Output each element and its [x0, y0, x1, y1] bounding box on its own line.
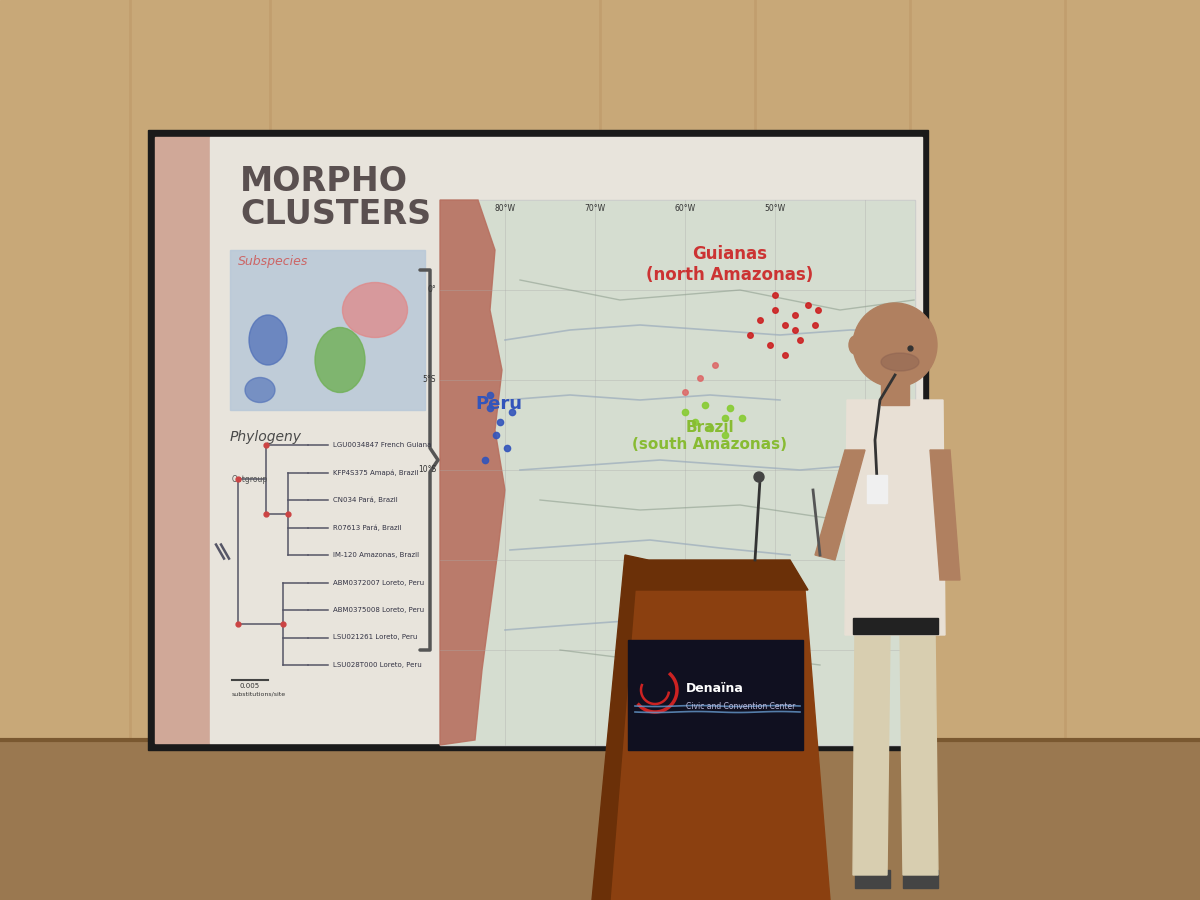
Text: Subspecies: Subspecies	[238, 255, 308, 268]
Polygon shape	[845, 400, 946, 635]
Bar	[155, 137, 210, 743]
Text: ABM0372007 Loreto, Peru: ABM0372007 Loreto, Peru	[334, 580, 424, 586]
Bar	[210, 137, 922, 743]
Text: 5°S: 5°S	[422, 375, 436, 384]
Text: Brazil
(south Amazonas): Brazil (south Amazonas)	[632, 420, 787, 453]
Polygon shape	[630, 560, 808, 590]
Bar	[853, 618, 938, 634]
Ellipse shape	[850, 336, 862, 354]
Ellipse shape	[250, 315, 287, 365]
Bar	[628, 640, 803, 750]
Bar	[866, 475, 887, 503]
Text: LGU0034847 French Guiana: LGU0034847 French Guiana	[334, 442, 431, 448]
Text: substitutions/site: substitutions/site	[232, 692, 286, 697]
Text: Civic and Convention Center: Civic and Convention Center	[686, 702, 796, 711]
Bar	[148, 130, 928, 750]
Circle shape	[853, 303, 937, 387]
Text: Guianas
(north Amazonas): Guianas (north Amazonas)	[647, 245, 814, 284]
Text: KFP4S375 Amapá, Brazil: KFP4S375 Amapá, Brazil	[334, 469, 419, 476]
Ellipse shape	[342, 283, 408, 338]
Text: IM-120 Amazonas, Brazil: IM-120 Amazonas, Brazil	[334, 552, 419, 558]
Ellipse shape	[881, 353, 919, 371]
Circle shape	[754, 472, 764, 482]
Text: 50°W: 50°W	[764, 204, 786, 213]
Bar	[442, 201, 914, 744]
Ellipse shape	[314, 328, 365, 392]
Text: Denaïna: Denaïna	[686, 681, 744, 695]
Bar	[854, 870, 890, 888]
Text: LSU021261 Loreto, Peru: LSU021261 Loreto, Peru	[334, 634, 418, 641]
Polygon shape	[930, 450, 960, 580]
Text: Phylogeny: Phylogeny	[230, 430, 302, 444]
Text: 0.005: 0.005	[240, 683, 260, 689]
Text: 10°S: 10°S	[418, 465, 436, 474]
Text: 80°W: 80°W	[494, 204, 516, 213]
Text: 60°W: 60°W	[674, 204, 696, 213]
Text: R07613 Pará, Brazil: R07613 Pará, Brazil	[334, 524, 402, 531]
Text: CN034 Pará, Brazil: CN034 Pará, Brazil	[334, 497, 397, 503]
Polygon shape	[440, 200, 505, 745]
Polygon shape	[592, 555, 648, 900]
Text: LSU028T000 Loreto, Peru: LSU028T000 Loreto, Peru	[334, 662, 421, 668]
Text: 70°W: 70°W	[584, 204, 606, 213]
Text: 0°: 0°	[427, 285, 436, 294]
Polygon shape	[900, 630, 938, 875]
Polygon shape	[815, 450, 865, 560]
Bar	[440, 200, 916, 745]
Ellipse shape	[245, 377, 275, 402]
Polygon shape	[610, 590, 830, 900]
Bar	[230, 250, 425, 410]
Bar	[881, 375, 910, 405]
Bar	[0, 740, 1200, 900]
Text: MORPHO
CLUSTERS: MORPHO CLUSTERS	[240, 165, 431, 231]
Text: Outgroup: Outgroup	[232, 475, 269, 484]
Text: Peru: Peru	[475, 395, 522, 413]
Bar	[904, 870, 938, 888]
Polygon shape	[853, 630, 890, 875]
Text: ABM0375008 Loreto, Peru: ABM0375008 Loreto, Peru	[334, 607, 424, 613]
